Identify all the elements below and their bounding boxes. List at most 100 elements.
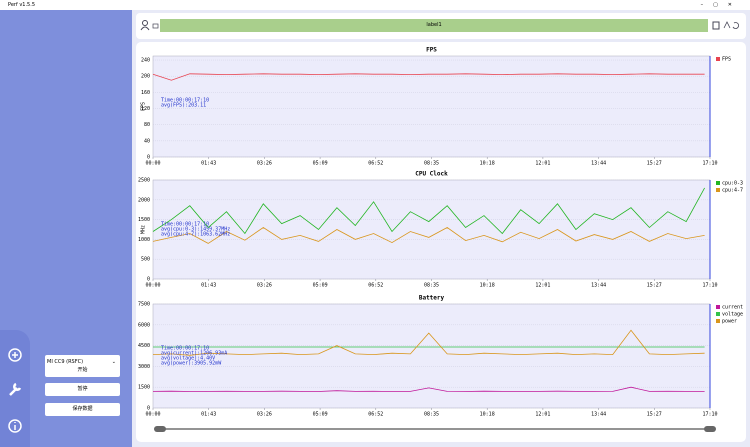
legend-label: power — [722, 319, 737, 325]
toolbar-icons — [140, 20, 739, 31]
screen-icon[interactable] — [152, 23, 159, 29]
x-tick-label: 13:44 — [591, 161, 606, 167]
sidebar: MI CC9 (RSFC) ⌄ 开始 暂停 保存数据 — [0, 10, 132, 447]
y-tick-label: 1500 — [138, 217, 150, 223]
user-icon-body — [140, 26, 150, 31]
x-tick-label: 06:52 — [368, 283, 383, 289]
legend-swatch — [716, 312, 720, 316]
y-tick-label: 500 — [141, 257, 150, 263]
x-tick-label: 08:35 — [424, 283, 439, 289]
y-tick-label: 1500 — [138, 385, 150, 391]
legend-swatch — [716, 188, 720, 192]
x-tick-label: 10:18 — [480, 412, 495, 418]
annotation: avg(cpu:0-3):1459.37MHz — [161, 227, 230, 233]
slider-handle[interactable] — [704, 426, 716, 432]
x-tick-label: 03:26 — [257, 283, 272, 289]
annotation: Time:00:00:17:10 — [161, 346, 209, 352]
x-tick-label: 05:09 — [313, 283, 328, 289]
y-tick-label: 1000 — [138, 237, 150, 243]
save-button[interactable]: 保存数据 — [45, 403, 120, 416]
window-controls[interactable]: –▢✕ — [700, 2, 742, 8]
legend-label: cpu:0-3 — [722, 181, 743, 187]
dropdown-arrow: ⌄ — [111, 359, 116, 365]
tool-icons[interactable] — [723, 21, 739, 29]
chart-title: Battery — [419, 295, 445, 302]
annotation: avg(voltage):4.40V — [161, 356, 215, 362]
save-icon[interactable] — [712, 21, 720, 30]
y-tick-label: 40 — [144, 138, 150, 144]
legend-swatch — [716, 181, 720, 185]
y-tick-label: 0 — [147, 277, 150, 283]
annotation: avg(current):1206.93mA — [161, 351, 227, 357]
x-tick-label: 00:00 — [145, 412, 160, 418]
x-tick-label: 06:52 — [368, 412, 383, 418]
x-tick-label: 03:26 — [257, 412, 272, 418]
series-line — [152, 187, 705, 235]
info-icon[interactable] — [8, 419, 22, 433]
add-icon[interactable] — [8, 348, 22, 362]
y-tick-label: 160 — [141, 90, 150, 96]
annotation: Time:00:00:17:10 — [161, 222, 209, 228]
x-tick-label: 15:27 — [647, 283, 662, 289]
device-name: MI CC9 (RSFC) — [47, 359, 84, 365]
x-tick-label: 05:09 — [313, 412, 328, 418]
x-tick-label: 01:43 — [201, 283, 216, 289]
user-icon[interactable] — [142, 20, 148, 26]
x-tick-label: 17:10 — [702, 412, 717, 418]
icon-bar — [0, 330, 30, 447]
series-line — [152, 73, 705, 81]
x-tick-label: 03:26 — [257, 161, 272, 167]
icons — [8, 348, 22, 433]
x-tick-label: 17:10 — [702, 161, 717, 167]
x-tick-label: 12:01 — [535, 412, 550, 418]
chart-title: CPU Clock — [415, 171, 448, 178]
x-tick-label: 15:27 — [647, 161, 662, 167]
start-button[interactable]: 开始 — [45, 364, 120, 377]
slider-handle[interactable] — [154, 426, 166, 432]
series-line — [152, 329, 705, 356]
legend-label: current — [722, 305, 743, 311]
legend-swatch — [716, 305, 720, 309]
y-tick-label: 7500 — [138, 302, 150, 308]
window-title: Perf v1.5.5 — [8, 2, 35, 8]
settings-icon[interactable] — [9, 382, 22, 396]
series-line — [152, 386, 705, 392]
y-tick-label: 2000 — [138, 197, 150, 203]
x-tick-label: 06:52 — [368, 161, 383, 167]
x-tick-label: 08:35 — [424, 412, 439, 418]
x-tick-label: 15:27 — [647, 412, 662, 418]
plot-area — [152, 55, 711, 158]
y-tick-label: 240 — [141, 58, 150, 64]
y-tick-label: 80 — [144, 122, 150, 128]
pause-button[interactable]: 暂停 — [45, 383, 120, 396]
y-tick-label: 0 — [147, 155, 150, 161]
x-tick-label: 10:18 — [480, 161, 495, 167]
status-label: label1 — [160, 19, 708, 32]
y-tick-label: 4500 — [138, 343, 150, 349]
annotation: avg(FPS):203.11 — [161, 103, 206, 109]
legend-label: voltage — [722, 312, 743, 318]
y-tick-label: 0 — [147, 406, 150, 412]
x-tick-label: 10:18 — [480, 283, 495, 289]
x-tick-label: 00:00 — [145, 283, 160, 289]
legend-label: cpu:4-7 — [722, 188, 743, 194]
chart-title: FPS — [426, 47, 437, 54]
x-tick-label: 12:01 — [535, 161, 550, 167]
x-tick-label: 08:35 — [424, 161, 439, 167]
plot-area — [152, 179, 711, 280]
x-tick-label: 13:44 — [591, 283, 606, 289]
annotation: avg(cpu:4-7):1063.62MHz — [161, 232, 230, 238]
y-axis-label: MHz — [141, 225, 147, 234]
x-tick-label: 00:00 — [145, 161, 160, 167]
legend-label: FPS — [722, 57, 731, 63]
y-tick-label: 3000 — [138, 364, 150, 370]
x-tick-label: 05:09 — [313, 161, 328, 167]
y-tick-label: 200 — [141, 74, 150, 80]
legend-swatch — [716, 319, 720, 323]
y-tick-label: 120 — [141, 106, 150, 112]
add-icon-plus — [12, 352, 18, 358]
toolbar: label1 — [136, 13, 746, 39]
plot-area — [152, 303, 711, 409]
